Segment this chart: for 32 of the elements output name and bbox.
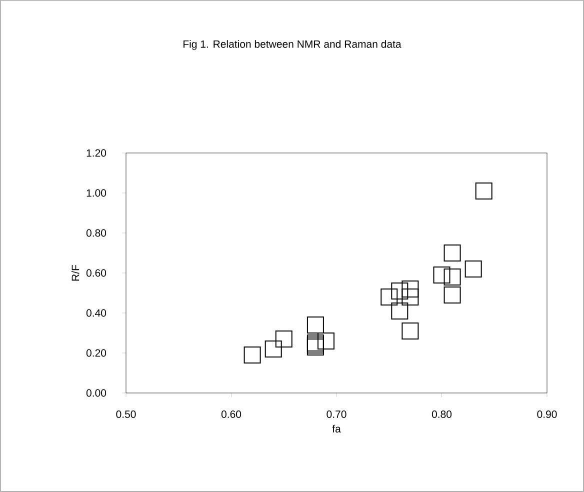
chart-title: Fig 1. Relation between NMR and Raman data xyxy=(184,40,402,50)
point xyxy=(402,280,419,298)
y-tick-label: 1.20 xyxy=(86,149,106,157)
y-tick-label: 0.00 xyxy=(86,389,106,397)
y-tick-label: 1.00 xyxy=(86,189,106,197)
point xyxy=(264,340,282,358)
y-tick-label: 0.40 xyxy=(86,309,106,317)
y-tick-label: 0.60 xyxy=(86,269,106,277)
x-tick-label: 0.70 xyxy=(326,410,346,418)
y-axis-title: R/F xyxy=(71,264,80,281)
point xyxy=(444,286,461,304)
point xyxy=(244,346,261,364)
x-tick-label: 0.90 xyxy=(537,410,557,418)
point xyxy=(433,266,450,284)
point xyxy=(402,322,419,340)
point xyxy=(391,302,408,320)
point xyxy=(391,282,408,300)
point xyxy=(317,332,334,350)
y-tick-label: 0.20 xyxy=(86,349,106,357)
point xyxy=(380,288,398,306)
point xyxy=(475,182,492,200)
point xyxy=(275,330,292,348)
point xyxy=(464,260,482,278)
x-axis-title: fa xyxy=(332,424,341,433)
point xyxy=(444,268,461,286)
point xyxy=(306,316,324,334)
point xyxy=(444,244,461,262)
x-tick-label: 0.50 xyxy=(116,410,136,418)
x-tick-label: 0.60 xyxy=(221,410,242,418)
y-tick-label: 0.80 xyxy=(86,229,106,237)
point xyxy=(402,288,419,306)
x-tick-label: 0.80 xyxy=(432,410,452,418)
